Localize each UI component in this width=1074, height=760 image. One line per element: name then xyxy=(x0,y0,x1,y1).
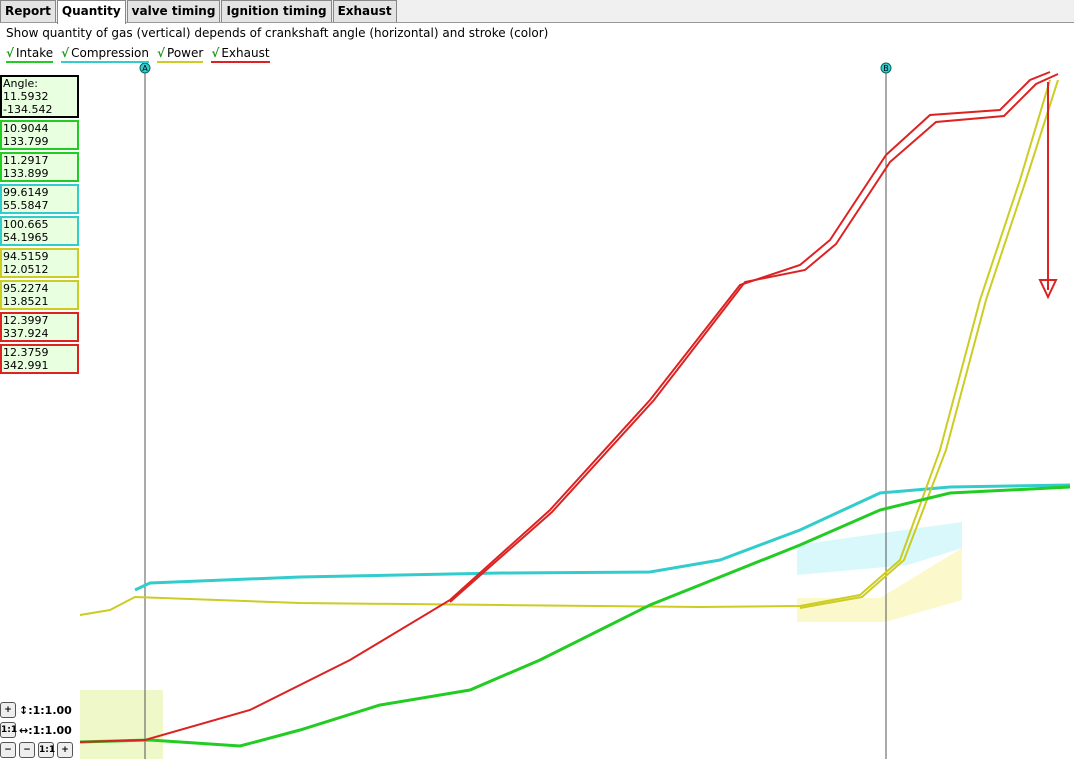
zoom-button[interactable]: + xyxy=(0,702,16,718)
checkbox[interactable]: √ xyxy=(157,46,166,60)
tab[interactable]: Report xyxy=(0,0,56,22)
readout-line: 10.9044 xyxy=(3,122,49,135)
legend: √ Intake √ Compression √ Power √ Exhaust xyxy=(6,46,270,63)
readout: 99.6149 55.5847 xyxy=(0,184,79,214)
checkbox[interactable]: √ xyxy=(211,46,220,60)
shade xyxy=(797,548,962,622)
readout: 94.5159 12.0512 xyxy=(0,248,79,278)
zoom-label: ↔:1:1.00 xyxy=(19,723,72,737)
readout-line: -134.542 xyxy=(3,103,53,116)
cursor-handle[interactable] xyxy=(880,62,892,74)
tab[interactable]: Quantity xyxy=(56,0,126,24)
zoom-button[interactable]: − xyxy=(19,742,35,758)
readout: 10.9044 133.799 xyxy=(0,120,79,150)
readout-line: 94.5159 xyxy=(3,250,49,263)
legend-label: Exhaust xyxy=(221,46,270,60)
zoom-button[interactable]: + xyxy=(57,742,73,758)
readout: Angle: 11.5932 -134.542 xyxy=(0,75,79,118)
cursor-handle[interactable] xyxy=(139,62,151,74)
arrow-head xyxy=(1038,279,1058,300)
zoom: + ↕:1:1.00 1:1 ↔:1:1.00− −1:1 + xyxy=(0,700,73,760)
zoom-row: + ↕:1:1.00 xyxy=(0,700,73,720)
tab[interactable]: Exhaust xyxy=(332,0,397,22)
readout-line: 54.1965 xyxy=(3,231,49,244)
shade xyxy=(797,522,962,575)
legend-label: Power xyxy=(167,46,204,60)
shade xyxy=(80,690,163,759)
readout: 95.2274 13.8521 xyxy=(0,280,79,310)
readout-line: 12.0512 xyxy=(3,263,49,276)
readout-line: 342.991 xyxy=(3,359,49,372)
readout-line: 12.3997 xyxy=(3,314,49,327)
tab[interactable]: Ignition timing xyxy=(221,0,332,22)
readout-line: 95.2274 xyxy=(3,282,49,295)
readout: 100.665 54.1965 xyxy=(0,216,79,246)
legend-item[interactable]: √ Intake xyxy=(6,46,54,63)
tab-bar: Report Quantity valve timing Ignition timin… xyxy=(0,0,1074,24)
legend-item[interactable]: √ Power xyxy=(157,46,204,63)
readout-line: 11.2917 xyxy=(3,154,49,167)
cursor-label: B xyxy=(883,64,889,73)
legend-item[interactable]: √ Exhaust xyxy=(211,46,270,63)
legend-label: Intake xyxy=(16,46,54,60)
readout-line: 55.5847 xyxy=(3,199,49,212)
readout-line: 100.665 xyxy=(3,218,49,231)
readout-line: 133.899 xyxy=(3,167,49,180)
zoom-row: 1:1 ↔:1:1.00 xyxy=(0,720,73,740)
zoom-button[interactable]: − xyxy=(0,742,16,758)
checkbox[interactable]: √ xyxy=(6,46,15,60)
readout-line: 12.3759 xyxy=(3,346,49,359)
readout: 11.2917 133.899 xyxy=(0,152,79,182)
zoom-row: − −1:1 + xyxy=(0,740,73,760)
tab[interactable]: valve timing xyxy=(126,0,221,22)
checkbox[interactable]: √ xyxy=(61,46,70,60)
cursor-label: A xyxy=(142,64,148,73)
legend-item[interactable]: √ Compression xyxy=(61,46,150,63)
readout: 12.3759 342.991 xyxy=(0,344,79,374)
zoom-button[interactable]: 1:1 xyxy=(38,742,55,758)
readout: 12.3997 337.924 xyxy=(0,312,79,342)
readout-line: 133.799 xyxy=(3,135,49,148)
curves xyxy=(79,71,1071,748)
readout-line: 13.8521 xyxy=(3,295,49,308)
readout-line: 11.5932 xyxy=(3,90,49,103)
readout-line: Angle: xyxy=(3,77,39,90)
readout-line: 99.6149 xyxy=(3,186,49,199)
description: Show quantity of gas (vertical) depends … xyxy=(6,26,549,40)
zoom-label: ↕:1:1.00 xyxy=(19,703,72,717)
zoom-button[interactable]: 1:1 xyxy=(0,722,17,738)
readouts: Angle: 11.5932 -134.542 10.9044 133.799 11.29… xyxy=(0,75,80,376)
readout-line: 337.924 xyxy=(3,327,49,340)
legend-label: Compression xyxy=(71,46,150,60)
